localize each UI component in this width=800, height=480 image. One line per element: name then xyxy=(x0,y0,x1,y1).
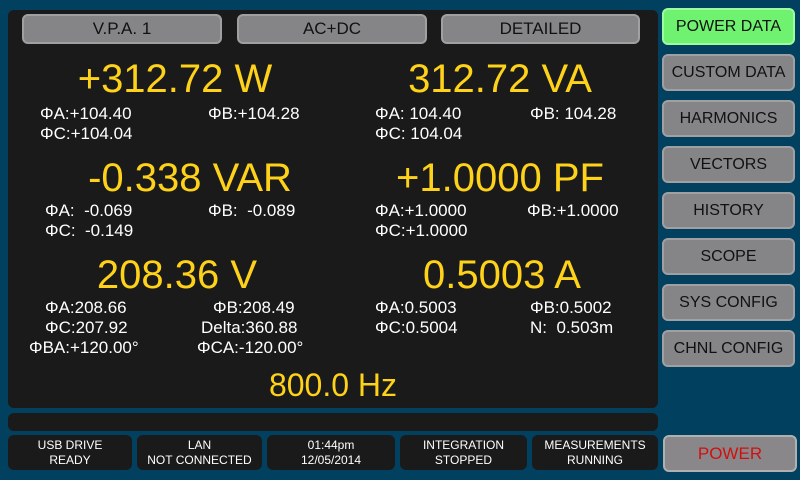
status-time: 01:44pm xyxy=(307,438,355,452)
status-measurements-title: MEASUREMENTS xyxy=(544,438,646,452)
watts-c: ΦC:+104.04 xyxy=(40,124,133,143)
watts-value: +312.72 W xyxy=(77,57,273,101)
volts-ba-angle: ΦBA:+120.00° xyxy=(29,338,139,357)
amps-value: 0.5003 A xyxy=(423,253,581,297)
status-usb: USB DRIVE READY xyxy=(8,435,132,470)
menu-custom-data[interactable]: CUSTOM DATA xyxy=(662,54,795,91)
menu-power-data[interactable]: POWER DATA xyxy=(662,8,795,45)
amps-b: ΦB:0.5002 xyxy=(530,298,612,317)
va-value: 312.72 VA xyxy=(408,57,592,101)
var-b: ΦB: -0.089 xyxy=(208,201,296,220)
status-measurements: MEASUREMENTS RUNNING xyxy=(532,435,658,470)
main-panel xyxy=(8,10,658,408)
status-usb-title: USB DRIVE xyxy=(37,438,103,452)
coupling-button[interactable]: AC+DC xyxy=(237,14,427,44)
var-c: ΦC: -0.149 xyxy=(45,221,134,240)
menu-scope[interactable]: SCOPE xyxy=(662,238,795,275)
menu-chnl-config[interactable]: CHNL CONFIG xyxy=(662,330,795,367)
status-date: 12/05/2014 xyxy=(300,453,362,467)
status-integration-title: INTEGRATION xyxy=(422,438,505,452)
va-b: ΦB: 104.28 xyxy=(530,104,617,123)
va-c: ΦC: 104.04 xyxy=(375,124,463,143)
pf-value: +1.0000 PF xyxy=(396,156,604,200)
status-integration: INTEGRATION STOPPED xyxy=(400,435,527,470)
pf-a: ΦA:+1.0000 xyxy=(375,201,467,220)
volts-c: ΦC:207.92 xyxy=(45,318,128,337)
amps-neutral: N: 0.503m xyxy=(530,318,614,337)
message-bar xyxy=(8,413,658,431)
va-a: ΦA: 104.40 xyxy=(375,104,462,123)
volts-a: ΦA:208.66 xyxy=(45,298,127,317)
status-lan-title: LAN xyxy=(187,438,212,452)
status-lan-value: NOT CONNECTED xyxy=(147,453,252,467)
menu-vectors[interactable]: VECTORS xyxy=(662,146,795,183)
volts-b: ΦB:208.49 xyxy=(213,298,295,317)
vpa-button[interactable]: V.P.A. 1 xyxy=(22,14,222,44)
frequency-value: 800.0 Hz xyxy=(268,367,398,403)
amps-a: ΦA:0.5003 xyxy=(375,298,457,317)
power-button[interactable]: POWER xyxy=(663,435,797,472)
amps-c: ΦC:0.5004 xyxy=(375,318,458,337)
volts-ca-angle: ΦCA:-120.00° xyxy=(197,338,304,357)
menu-history[interactable]: HISTORY xyxy=(662,192,795,229)
status-usb-value: READY xyxy=(49,453,91,467)
var-value: -0.338 VAR xyxy=(88,156,292,200)
volts-value: 208.36 V xyxy=(96,253,258,297)
watts-a: ΦA:+104.40 xyxy=(40,104,132,123)
menu-sys-config[interactable]: SYS CONFIG xyxy=(662,284,795,321)
status-lan: LAN NOT CONNECTED xyxy=(137,435,262,470)
status-measurements-value: RUNNING xyxy=(567,453,623,467)
watts-b: ΦB:+104.28 xyxy=(208,104,300,123)
menu-harmonics[interactable]: HARMONICS xyxy=(662,100,795,137)
volts-delta: Delta:360.88 xyxy=(201,318,298,337)
pf-c: ΦC:+1.0000 xyxy=(375,221,468,240)
status-datetime: 01:44pm 12/05/2014 xyxy=(267,435,395,470)
status-integration-value: STOPPED xyxy=(434,453,493,467)
view-mode-button[interactable]: DETAILED xyxy=(441,14,640,44)
pf-b: ΦB:+1.0000 xyxy=(527,201,619,220)
var-a: ΦA: -0.069 xyxy=(45,201,133,220)
